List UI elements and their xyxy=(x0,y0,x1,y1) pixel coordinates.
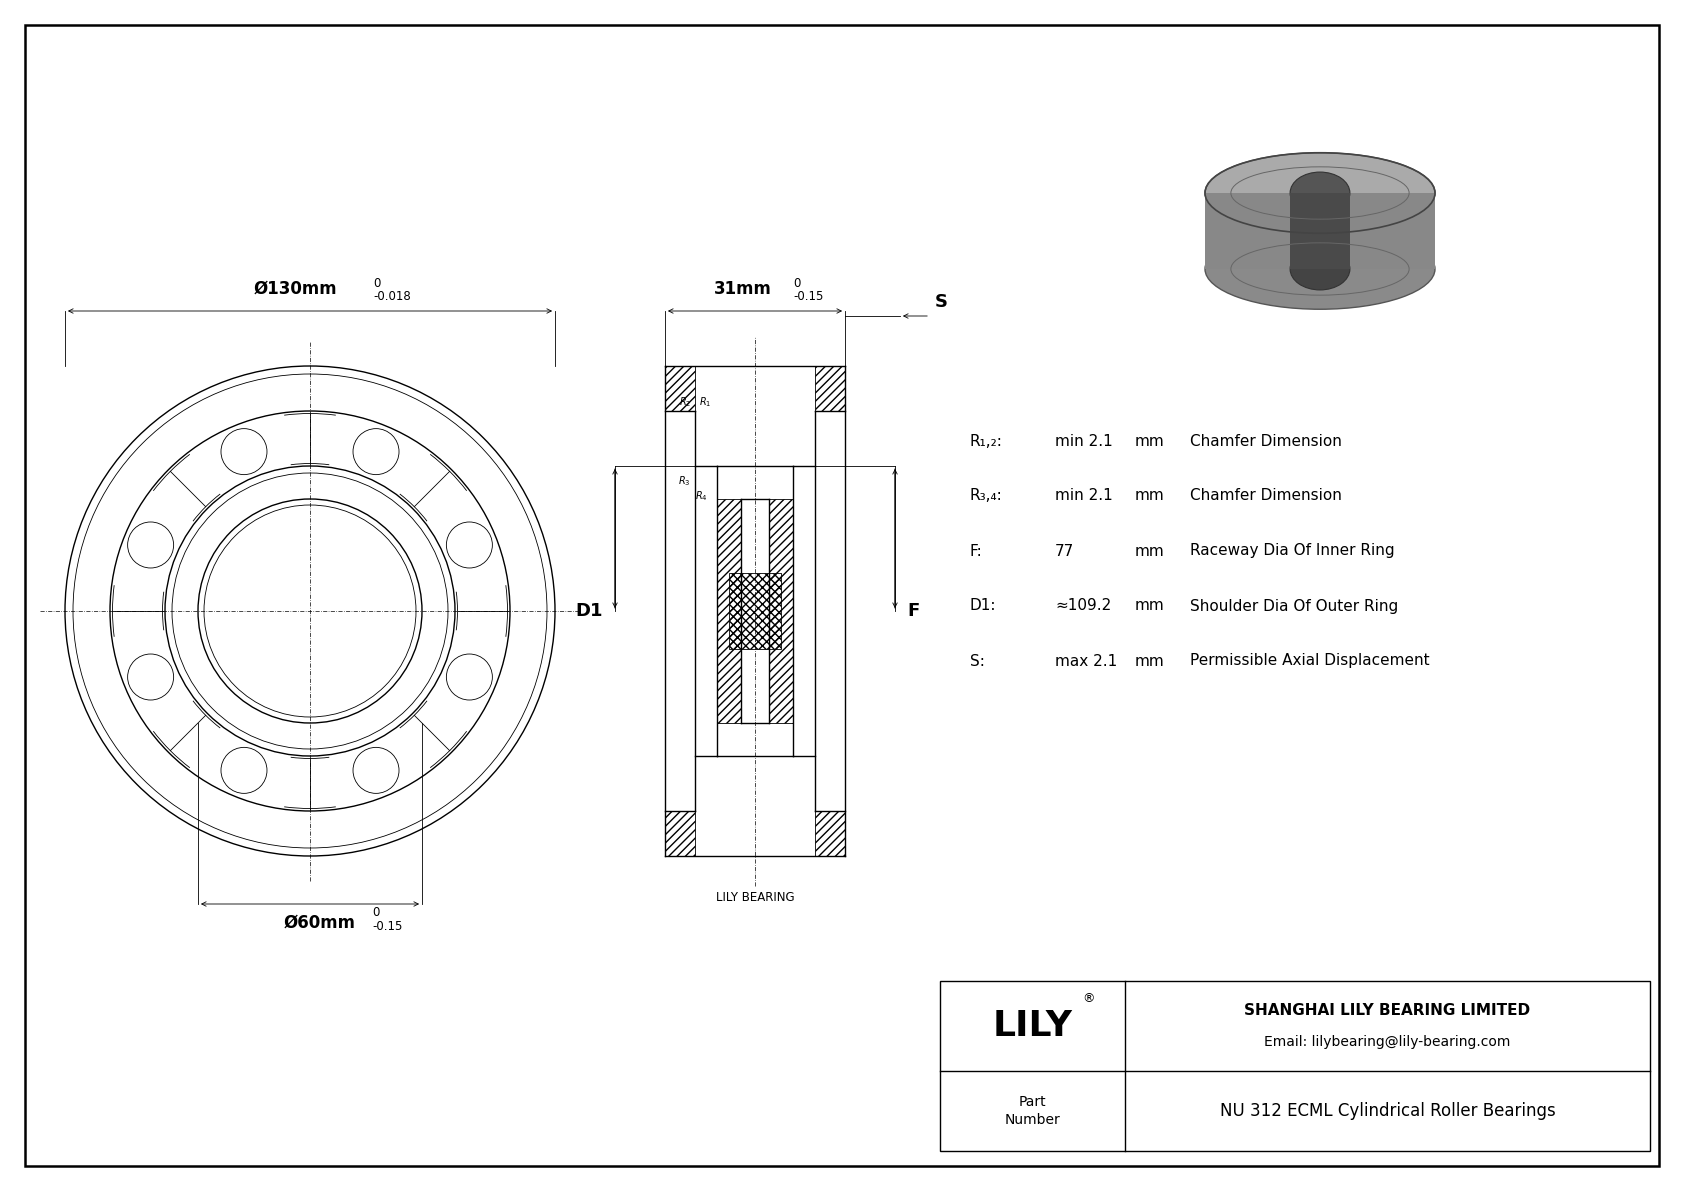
Text: ®: ® xyxy=(1083,992,1095,1004)
Text: min 2.1: min 2.1 xyxy=(1054,434,1113,449)
Bar xyxy=(717,499,741,723)
Ellipse shape xyxy=(1290,248,1351,289)
Bar xyxy=(665,811,695,856)
Bar xyxy=(940,981,1650,1151)
Text: 77: 77 xyxy=(1054,543,1074,559)
Text: 31mm: 31mm xyxy=(714,280,771,298)
Text: mm: mm xyxy=(1135,488,1165,504)
Bar xyxy=(1206,193,1435,269)
Bar xyxy=(770,499,793,723)
Bar xyxy=(815,811,845,856)
Text: mm: mm xyxy=(1135,434,1165,449)
Bar xyxy=(729,573,781,649)
Text: max 2.1: max 2.1 xyxy=(1054,654,1116,668)
Text: S:: S: xyxy=(970,654,985,668)
Text: SHANGHAI LILY BEARING LIMITED: SHANGHAI LILY BEARING LIMITED xyxy=(1244,1003,1531,1017)
Text: -0.15: -0.15 xyxy=(372,919,402,933)
Text: -0.018: -0.018 xyxy=(372,289,411,303)
Text: Ø60mm: Ø60mm xyxy=(285,913,355,933)
Text: Chamfer Dimension: Chamfer Dimension xyxy=(1191,434,1342,449)
Text: mm: mm xyxy=(1135,543,1165,559)
Text: S: S xyxy=(935,293,948,311)
Text: ≈109.2: ≈109.2 xyxy=(1054,599,1111,613)
Text: Part
Number: Part Number xyxy=(1005,1095,1061,1127)
Ellipse shape xyxy=(1206,152,1435,233)
Text: D1:: D1: xyxy=(970,599,997,613)
Text: LILY: LILY xyxy=(992,1009,1073,1043)
Text: $R_4$: $R_4$ xyxy=(695,490,707,503)
Text: $R_1$: $R_1$ xyxy=(699,395,711,409)
Text: LILY BEARING: LILY BEARING xyxy=(716,891,795,904)
Text: mm: mm xyxy=(1135,599,1165,613)
Text: Shoulder Dia Of Outer Ring: Shoulder Dia Of Outer Ring xyxy=(1191,599,1398,613)
Text: 0: 0 xyxy=(793,278,800,289)
Ellipse shape xyxy=(1206,229,1435,310)
Text: $R_3$: $R_3$ xyxy=(679,474,690,488)
Ellipse shape xyxy=(1290,172,1351,214)
Bar xyxy=(665,366,695,411)
Text: NU 312 ECML Cylindrical Roller Bearings: NU 312 ECML Cylindrical Roller Bearings xyxy=(1219,1102,1556,1120)
Text: -0.15: -0.15 xyxy=(793,289,823,303)
Text: 0: 0 xyxy=(372,906,379,919)
Text: Permissible Axial Displacement: Permissible Axial Displacement xyxy=(1191,654,1430,668)
Text: Email: lilybearing@lily-bearing.com: Email: lilybearing@lily-bearing.com xyxy=(1265,1035,1511,1049)
Text: mm: mm xyxy=(1135,654,1165,668)
Bar xyxy=(1290,193,1351,269)
Text: 0: 0 xyxy=(372,278,381,289)
Text: Chamfer Dimension: Chamfer Dimension xyxy=(1191,488,1342,504)
Bar xyxy=(815,366,845,411)
Text: R₁,₂:: R₁,₂: xyxy=(970,434,1004,449)
Text: R₃,₄:: R₃,₄: xyxy=(970,488,1002,504)
Text: min 2.1: min 2.1 xyxy=(1054,488,1113,504)
Text: F:: F: xyxy=(970,543,983,559)
Text: F: F xyxy=(908,601,919,621)
Text: Ø130mm: Ø130mm xyxy=(253,280,337,298)
Text: D1: D1 xyxy=(576,601,603,621)
Text: $R_2$: $R_2$ xyxy=(679,395,690,409)
Text: Raceway Dia Of Inner Ring: Raceway Dia Of Inner Ring xyxy=(1191,543,1394,559)
